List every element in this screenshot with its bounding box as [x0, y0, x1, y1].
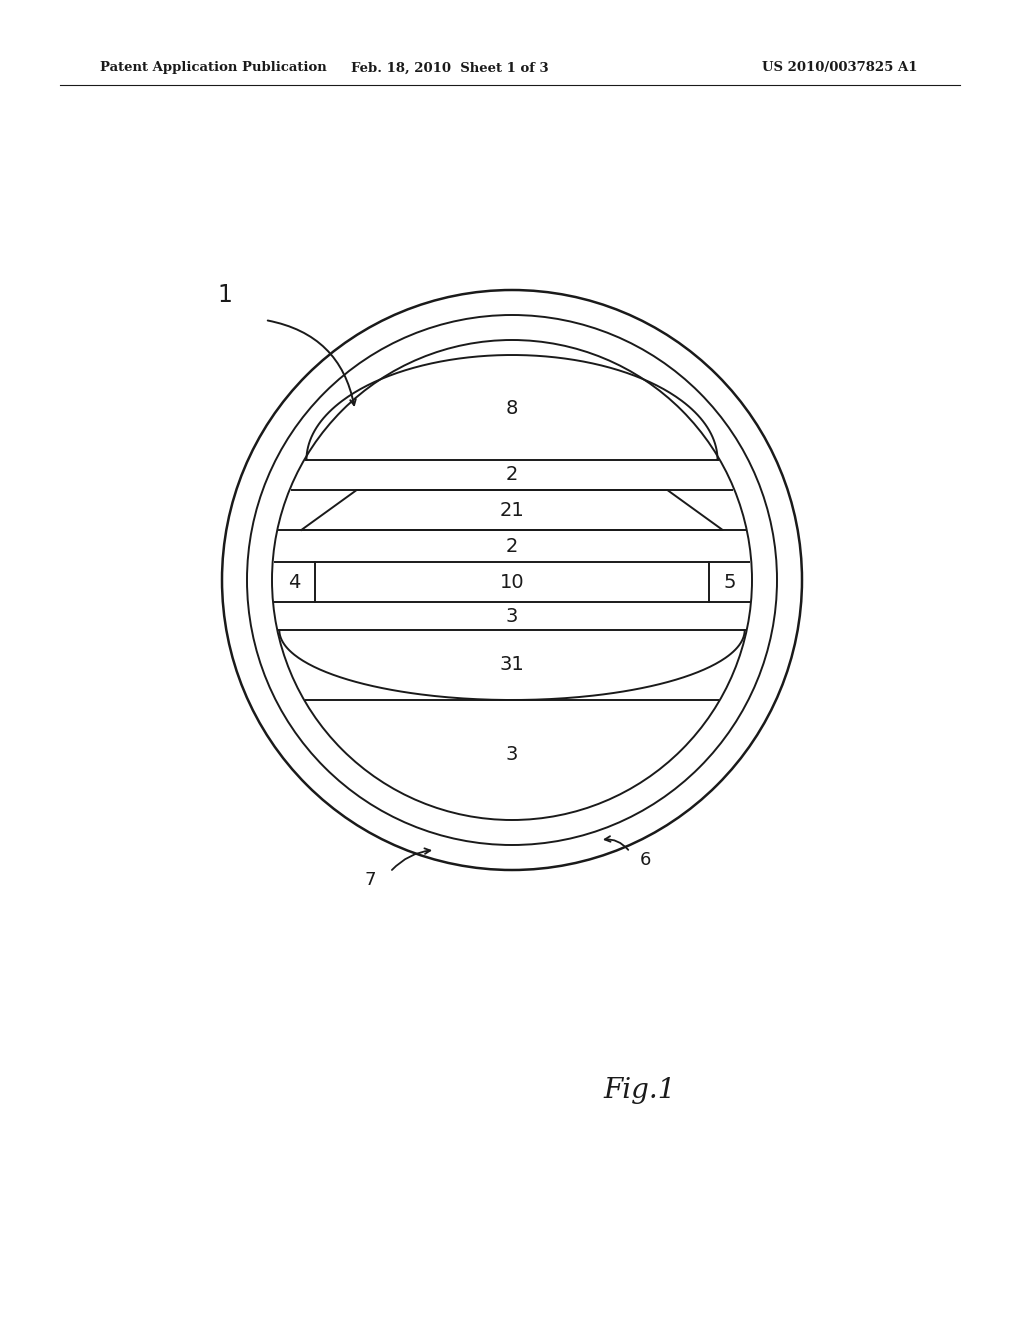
- Text: 21: 21: [500, 500, 524, 520]
- Text: 2: 2: [506, 536, 518, 556]
- Text: 6: 6: [639, 851, 650, 869]
- Text: 2: 2: [506, 466, 518, 484]
- Text: 7: 7: [365, 871, 376, 888]
- Text: 4: 4: [289, 573, 301, 591]
- Text: Patent Application Publication: Patent Application Publication: [100, 62, 327, 74]
- Text: 5: 5: [723, 573, 735, 591]
- Text: 3: 3: [506, 746, 518, 764]
- Text: 10: 10: [500, 573, 524, 591]
- Text: 31: 31: [500, 656, 524, 675]
- Text: US 2010/0037825 A1: US 2010/0037825 A1: [762, 62, 918, 74]
- Text: Fig.1: Fig.1: [604, 1077, 676, 1104]
- Circle shape: [272, 341, 752, 820]
- Text: 1: 1: [217, 282, 232, 308]
- Text: 3: 3: [506, 606, 518, 626]
- Text: Feb. 18, 2010  Sheet 1 of 3: Feb. 18, 2010 Sheet 1 of 3: [351, 62, 549, 74]
- Text: 8: 8: [506, 399, 518, 417]
